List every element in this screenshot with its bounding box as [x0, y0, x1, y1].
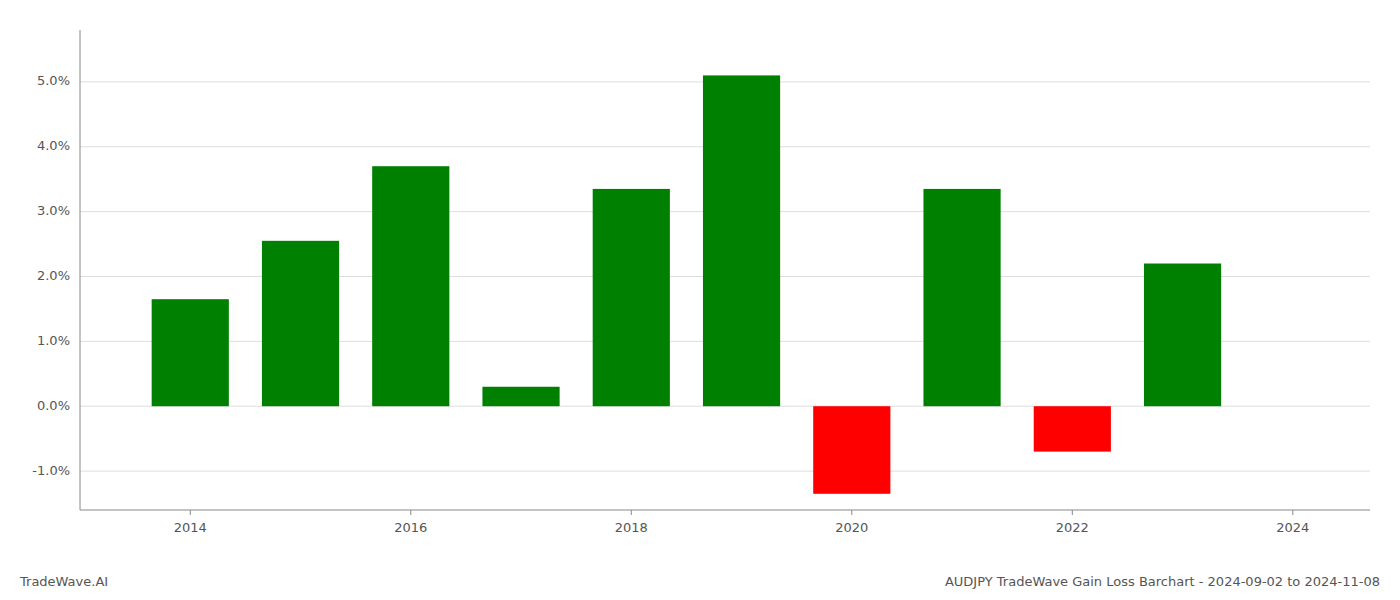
bar: [1144, 264, 1221, 407]
x-tick-label: 2014: [174, 520, 207, 535]
y-tick-label: 5.0%: [37, 73, 70, 88]
bar: [593, 189, 670, 406]
x-tick-label: 2022: [1056, 520, 1089, 535]
y-axis-line: [80, 30, 81, 510]
chart-svg: -1.0%0.0%1.0%2.0%3.0%4.0%5.0%20142016201…: [0, 0, 1400, 600]
y-tick-label: 1.0%: [37, 333, 70, 348]
y-tick-label: -1.0%: [32, 463, 70, 478]
y-tick-label: 4.0%: [37, 138, 70, 153]
y-tick-labels: -1.0% 0.0% 1.0% 2.0% 3.0% 4.0% 5.0%: [32, 73, 70, 477]
axes: [80, 30, 1370, 510]
y-tick-label: 0.0%: [37, 398, 70, 413]
x-tick-label: 2018: [615, 520, 648, 535]
x-tick-labels: 2014 2016 2018 2020 2022 2024: [174, 510, 1310, 535]
y-tick-label: 2.0%: [37, 268, 70, 283]
x-tick-label: 2016: [394, 520, 427, 535]
bar: [1034, 406, 1111, 451]
bar: [923, 189, 1000, 406]
bar: [152, 299, 229, 406]
x-tick: [631, 510, 632, 515]
bar: [262, 241, 339, 406]
x-axis-line: [80, 510, 1370, 511]
y-tick-label: 3.0%: [37, 203, 70, 218]
x-tick-label: 2024: [1276, 520, 1309, 535]
x-tick: [1072, 510, 1073, 515]
x-tick: [851, 510, 852, 515]
x-tick: [1292, 510, 1293, 515]
x-tick-label: 2020: [835, 520, 868, 535]
x-tick: [410, 510, 411, 515]
bar: [372, 166, 449, 406]
bar: [482, 387, 559, 406]
watermark: TradeWave.AI: [19, 574, 108, 589]
bar: [813, 406, 890, 494]
bars: [152, 75, 1221, 493]
x-tick: [190, 510, 191, 515]
chart-container: -1.0%0.0%1.0%2.0%3.0%4.0%5.0%20142016201…: [0, 0, 1400, 600]
title: AUDJPY TradeWave Gain Loss Barchart - 20…: [945, 574, 1380, 589]
grid-line: [80, 471, 1370, 472]
bar: [703, 75, 780, 406]
